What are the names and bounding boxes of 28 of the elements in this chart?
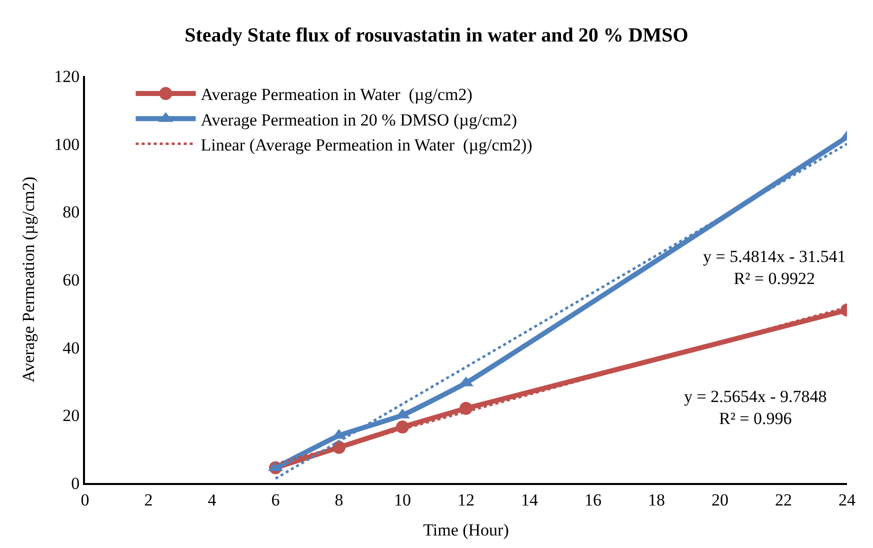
annotation: y = 2.5654x - 9.7848 R² = 0.996 — [684, 387, 827, 428]
x-tick-label: 22 — [775, 490, 792, 510]
x-tick-label: 8 — [334, 490, 344, 510]
y-tick-label: 120 — [54, 66, 80, 86]
chart-title: Steady State flux of rosuvastatin in water and 20 % DMSO — [184, 24, 688, 46]
legend-label: Average Permeation in 20 % DMSO (µg/cm2) — [200, 110, 518, 130]
y-tick-label: 40 — [62, 338, 80, 358]
point — [460, 402, 472, 415]
x-tick-label: 24 — [838, 490, 856, 510]
x-tick-label: 20 — [712, 490, 728, 510]
x-tick-label: 12 — [458, 490, 474, 510]
x-tick-label: 2 — [144, 490, 153, 510]
x-tick-label: 10 — [394, 490, 411, 510]
legend-label: Average Permeation in Water (µg/cm2) — [200, 85, 472, 104]
x-tick-label: 18 — [648, 490, 665, 510]
x-tick-label: 16 — [584, 490, 602, 510]
annotation: y = 5.4814x - 31.541 R² = 0.9922 — [703, 247, 846, 288]
legend-label: Linear (Average Permeation in Water (µg/cm2)) — [200, 135, 532, 154]
x-tick-label: 4 — [208, 490, 217, 510]
y-tick-label: 20 — [62, 406, 80, 426]
y-tick-label: 100 — [54, 134, 80, 154]
x-tick-label: 6 — [271, 490, 280, 510]
y-tick-label: 60 — [62, 270, 80, 290]
x-tick-label: 14 — [521, 490, 538, 510]
x-axis-title: Time (Hour) — [423, 520, 509, 540]
y-tick-label: 0 — [71, 474, 80, 493]
y-tick-label: 80 — [62, 202, 80, 222]
y-axis-title: Average Permeation (µg/cm2) — [19, 176, 38, 382]
